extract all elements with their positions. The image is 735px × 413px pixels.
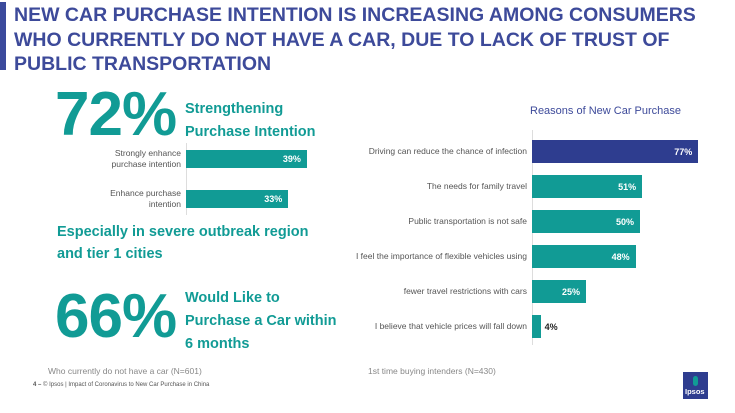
category-label: Enhance purchase intention (110, 188, 181, 209)
category-label: fewer travel restrictions with cars (403, 286, 527, 296)
bar (532, 175, 643, 198)
bar (532, 245, 636, 268)
data-label: 50% (615, 217, 634, 227)
data-label: 25% (561, 287, 580, 297)
data-label: 4% (544, 322, 558, 332)
stat2-label-line2: Purchase a Car within (185, 313, 337, 329)
bar (532, 315, 541, 338)
stat1-label: Strengthening Purchase Intention (185, 98, 316, 144)
highlight-line1: Especially in severe outbreak region (57, 224, 309, 240)
data-label: 39% (282, 154, 301, 164)
data-label: 33% (264, 194, 283, 204)
stat1-label-line1: Strengthening (185, 101, 284, 117)
stat1-label-line2: Purchase Intention (185, 124, 316, 140)
stat2-label-line3: 6 months (185, 336, 250, 352)
footer-text: © Ipsos | Impact of Coronavirus to New C… (43, 382, 210, 388)
chart-title: Reasons of New Car Purchase (530, 105, 682, 117)
bar (186, 190, 289, 208)
bar (532, 280, 586, 303)
data-label: 77% (674, 147, 693, 157)
data-label: 51% (618, 182, 637, 192)
left-note: Who currently do not have a car (N=601) (48, 366, 202, 376)
page-title: NEW CAR PURCHASE INTENTION IS INCREASING… (14, 4, 696, 75)
category-label: Driving can reduce the chance of infecti… (368, 146, 527, 156)
category-label: Public transportation is not safe (408, 216, 527, 226)
right-note: 1st time buying intenders (N=430) (368, 366, 496, 376)
bar (532, 210, 640, 233)
bar (186, 150, 307, 168)
stat2-label-line1: Would Like to (185, 290, 280, 306)
category-label: I believe that vehicle prices will fall … (374, 321, 527, 331)
stat2-label: Would Like to Purchase a Car within 6 mo… (185, 287, 337, 356)
footer: 4 – © Ipsos | Impact of Coronavirus to N… (33, 382, 209, 388)
stat-72: 72% (55, 80, 177, 149)
highlight-text: Especially in severe outbreak region and… (57, 221, 308, 265)
data-label: 48% (611, 252, 630, 262)
stat-66: 66% (55, 282, 177, 351)
axis-line (186, 143, 187, 215)
bar (532, 140, 699, 163)
accent-bar (0, 2, 6, 70)
highlight-line2: and tier 1 cities (57, 246, 163, 262)
page-number: 4 – (33, 382, 42, 388)
category-label: The needs for family travel (426, 181, 527, 191)
category-label: I feel the importance of flexible vehicl… (355, 251, 527, 261)
ipsos-logo: Ipsos (683, 372, 708, 399)
category-label: Strongly enhance purchase intention (111, 148, 181, 169)
axis-line (532, 130, 533, 345)
